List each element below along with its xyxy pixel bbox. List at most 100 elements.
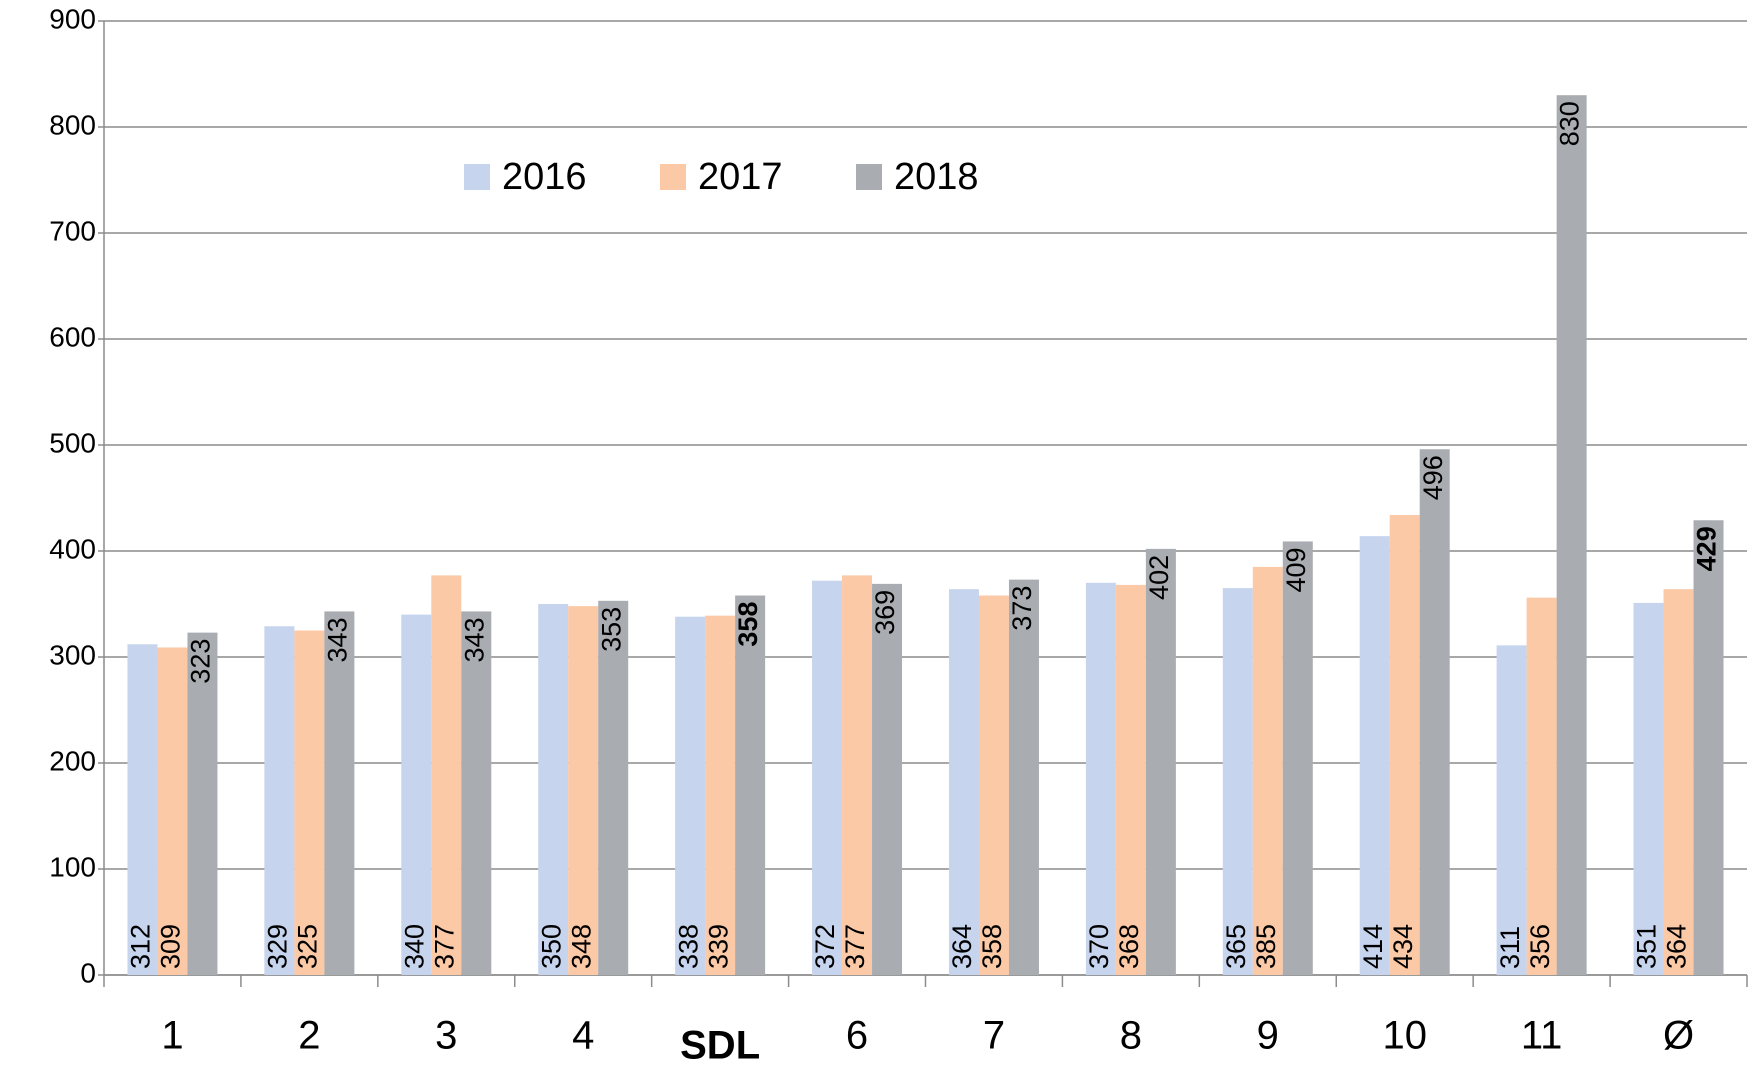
data-label: 353	[596, 607, 626, 652]
bar	[187, 632, 218, 975]
bar	[1526, 597, 1557, 975]
bar	[1008, 579, 1039, 975]
bar	[872, 583, 903, 975]
data-label: 414	[1358, 924, 1388, 969]
data-label: 365	[1221, 924, 1251, 969]
data-label: 325	[293, 924, 323, 969]
data-label: 368	[1114, 924, 1144, 969]
x-tick-label: 11	[1521, 1014, 1563, 1058]
data-label: 348	[566, 924, 596, 969]
data-label: 385	[1251, 924, 1281, 969]
bar	[1693, 520, 1724, 975]
x-tick-label: 8	[1120, 1014, 1142, 1058]
y-tick-label: 200	[49, 745, 96, 776]
y-tick-label: 900	[49, 3, 96, 34]
y-tick-label: 700	[49, 215, 96, 246]
y-tick-label: 100	[49, 851, 96, 882]
bar	[812, 580, 843, 975]
bar	[1359, 536, 1390, 975]
bar	[1663, 589, 1694, 975]
y-tick-label: 600	[49, 321, 96, 352]
bar	[705, 615, 736, 975]
data-label: 339	[703, 924, 733, 969]
x-tick-label: 6	[846, 1014, 868, 1058]
data-label: 343	[323, 617, 353, 662]
x-tick-label: 10	[1382, 1014, 1427, 1058]
data-label: 338	[673, 924, 703, 969]
legend-label: 2018	[894, 156, 979, 198]
data-label: 402	[1144, 555, 1174, 600]
x-tick-label: SDL	[680, 1024, 760, 1067]
bar	[431, 575, 462, 975]
data-label: 309	[156, 924, 186, 969]
data-label: 369	[870, 590, 900, 635]
data-label: 350	[536, 924, 566, 969]
legend-label: 2017	[698, 156, 783, 198]
bar	[324, 611, 355, 975]
data-label: 364	[1662, 924, 1692, 969]
bar	[948, 589, 979, 975]
data-label: 343	[459, 617, 489, 662]
legend-swatch	[464, 164, 490, 190]
bar	[598, 600, 629, 975]
x-tick-label: 9	[1257, 1014, 1279, 1058]
bar	[1419, 449, 1450, 975]
bar	[1085, 582, 1116, 975]
bar	[1496, 645, 1527, 975]
x-tick-label: 3	[435, 1014, 457, 1058]
x-tick-label: 4	[572, 1014, 594, 1058]
bar	[264, 626, 295, 975]
bar	[1115, 584, 1146, 975]
bar	[735, 595, 766, 975]
data-label: 429	[1692, 526, 1722, 571]
bar	[1252, 566, 1283, 975]
data-label: 340	[399, 924, 429, 969]
bar	[1556, 95, 1587, 975]
data-label: 373	[1007, 586, 1037, 631]
data-label: 372	[810, 924, 840, 969]
x-tick-label: 2	[298, 1014, 320, 1058]
data-label: 370	[1084, 924, 1114, 969]
bar	[1282, 541, 1313, 975]
data-label: 311	[1495, 926, 1525, 969]
bar	[842, 575, 873, 975]
y-tick-label: 300	[49, 639, 96, 670]
bar	[1222, 588, 1253, 975]
bar	[1145, 548, 1176, 975]
bar	[568, 606, 599, 975]
y-tick-label: 800	[49, 109, 96, 140]
bar	[675, 616, 706, 975]
bar	[461, 611, 492, 975]
y-tick-label: 500	[49, 427, 96, 458]
x-tick-label: 7	[983, 1014, 1005, 1058]
data-label: 377	[429, 924, 459, 969]
data-label: 434	[1388, 924, 1418, 969]
data-label: 358	[733, 602, 763, 647]
data-label: 312	[126, 924, 156, 969]
legend-label: 2016	[502, 156, 587, 198]
y-tick-label: 400	[49, 533, 96, 564]
bar	[401, 614, 432, 975]
bar	[1633, 602, 1664, 975]
bar	[538, 604, 569, 975]
y-tick-label: 0	[80, 957, 96, 988]
data-label: 377	[840, 924, 870, 969]
bar	[127, 644, 158, 975]
x-tick-label: 1	[161, 1014, 183, 1058]
data-label: 364	[947, 924, 977, 969]
data-label: 351	[1632, 924, 1662, 969]
data-label: 329	[263, 924, 293, 969]
bar	[1389, 514, 1420, 975]
data-label: 409	[1281, 547, 1311, 592]
data-label: 358	[977, 924, 1007, 969]
bar	[294, 630, 325, 975]
bar	[978, 595, 1009, 975]
legend-swatch	[660, 164, 686, 190]
data-label: 356	[1525, 924, 1555, 969]
data-label: 323	[186, 639, 216, 684]
legend-swatch	[856, 164, 882, 190]
bar	[157, 647, 188, 975]
data-label: 496	[1418, 455, 1448, 500]
data-label: 830	[1555, 101, 1585, 146]
